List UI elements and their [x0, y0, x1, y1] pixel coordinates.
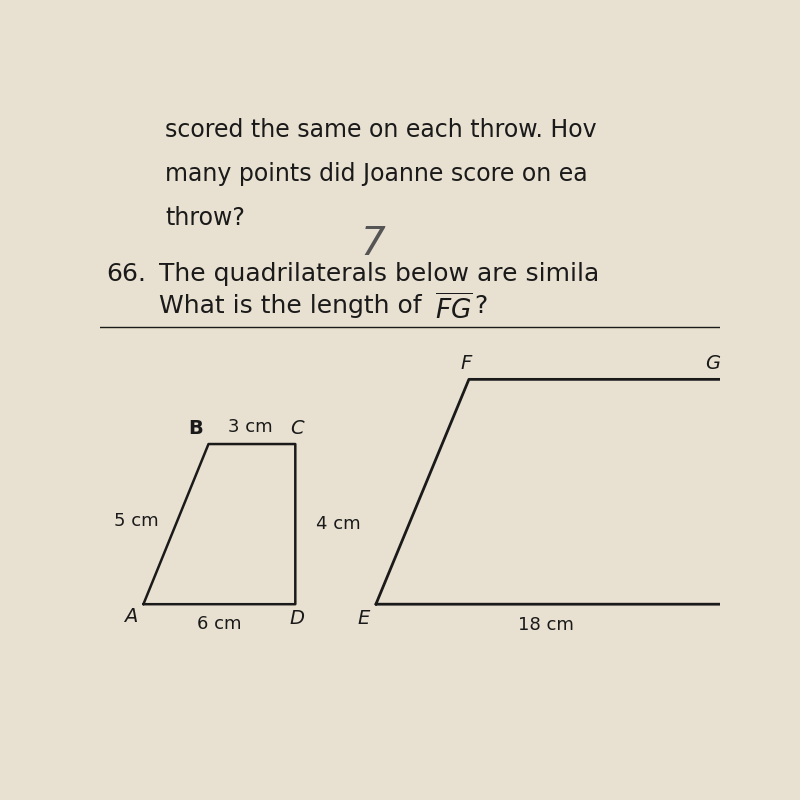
Text: 4 cm: 4 cm: [316, 515, 360, 533]
Text: 6 cm: 6 cm: [198, 615, 242, 633]
Text: 3 cm: 3 cm: [228, 418, 273, 437]
Text: D: D: [290, 609, 305, 628]
Text: 66.: 66.: [106, 262, 146, 286]
Text: B: B: [189, 419, 203, 438]
Text: A: A: [124, 607, 138, 626]
Text: F: F: [460, 354, 471, 374]
Text: 7: 7: [361, 226, 385, 263]
Text: What is the length of: What is the length of: [159, 294, 430, 318]
Text: The quadrilaterals below are simila: The quadrilaterals below are simila: [159, 262, 599, 286]
Text: many points did Joanne score on ea: many points did Joanne score on ea: [165, 162, 588, 186]
Text: G: G: [705, 354, 720, 374]
Text: 5 cm: 5 cm: [114, 512, 159, 530]
Text: $\overline{\mathit{FG}}$: $\overline{\mathit{FG}}$: [435, 294, 473, 325]
Text: scored the same on each throw. Hov: scored the same on each throw. Hov: [165, 118, 597, 142]
Text: 18 cm: 18 cm: [518, 615, 574, 634]
Text: C: C: [290, 419, 304, 438]
Text: E: E: [358, 609, 370, 628]
Text: throw?: throw?: [165, 206, 245, 230]
Text: ?: ?: [474, 294, 487, 318]
